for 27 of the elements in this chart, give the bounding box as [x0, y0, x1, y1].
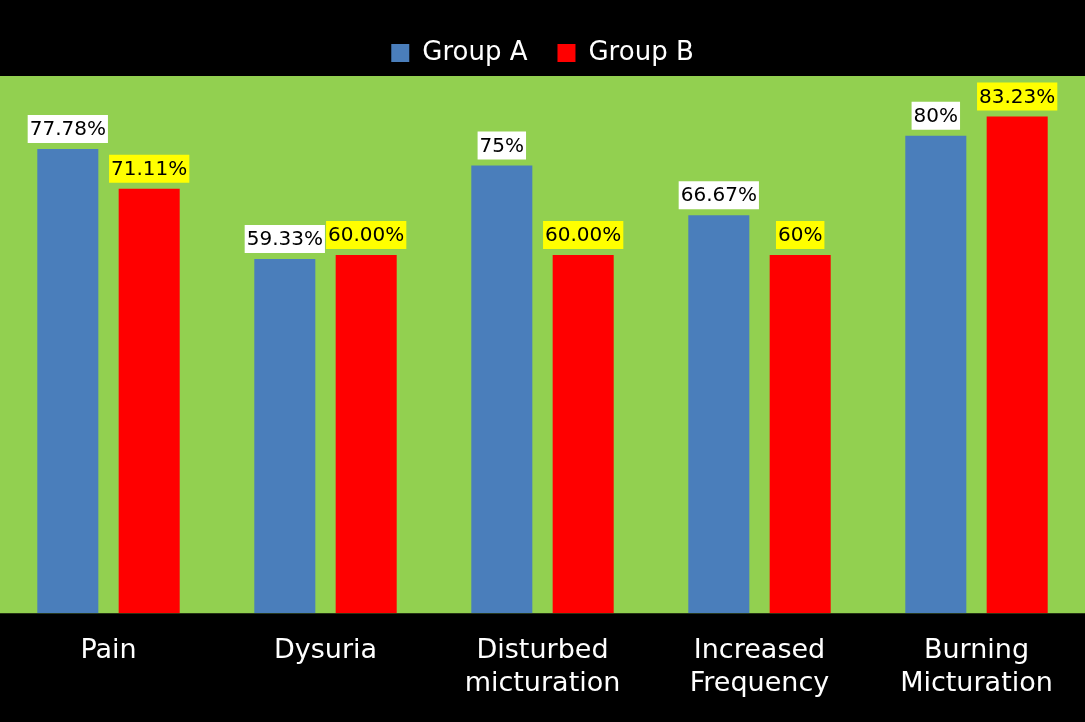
x-tick-label: Dysuria	[273, 633, 378, 665]
bar	[905, 135, 967, 614]
x-tick-label: Increased Frequency	[689, 633, 830, 697]
bar	[254, 259, 316, 614]
data-label: 75%	[479, 132, 525, 157]
data-label: 83.23%	[979, 83, 1056, 108]
bar	[552, 255, 614, 614]
bar	[335, 255, 397, 614]
legend-label: Group A	[422, 35, 528, 66]
bar	[118, 188, 180, 614]
bar	[986, 116, 1048, 614]
data-label: 77.78%	[29, 116, 106, 141]
bar	[471, 165, 533, 614]
data-label: 66.67%	[680, 182, 757, 207]
bar	[769, 255, 831, 614]
legend-label: Group B	[588, 35, 694, 66]
data-label: 60.00%	[328, 222, 405, 247]
data-label: 60%	[777, 222, 823, 247]
data-label: 59.33%	[246, 226, 323, 251]
data-label: 80%	[913, 102, 959, 127]
data-label: 71.11%	[111, 155, 188, 180]
x-tick-label: Burning Micturation	[900, 633, 1053, 697]
data-label: 60.00%	[545, 222, 622, 247]
x-tick-label: Disturbed micturation	[464, 633, 621, 697]
bar	[688, 215, 750, 614]
bar	[37, 148, 99, 614]
x-tick-label: Pain	[80, 633, 137, 665]
